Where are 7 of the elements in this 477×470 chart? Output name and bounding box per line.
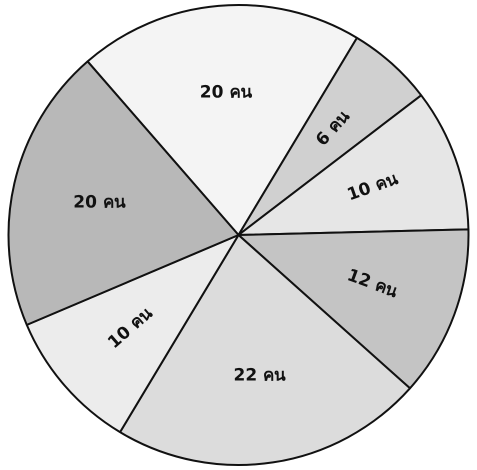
data-label: 22 คน xyxy=(234,365,286,386)
data-label: 6 คน xyxy=(312,106,354,150)
data-label: 10 คน xyxy=(344,168,401,206)
data-label: 12 คน xyxy=(344,265,401,302)
data-label: 10 คน xyxy=(104,303,157,353)
data-label: 20 คน xyxy=(200,82,252,102)
data-label: 20 คน xyxy=(73,192,126,212)
